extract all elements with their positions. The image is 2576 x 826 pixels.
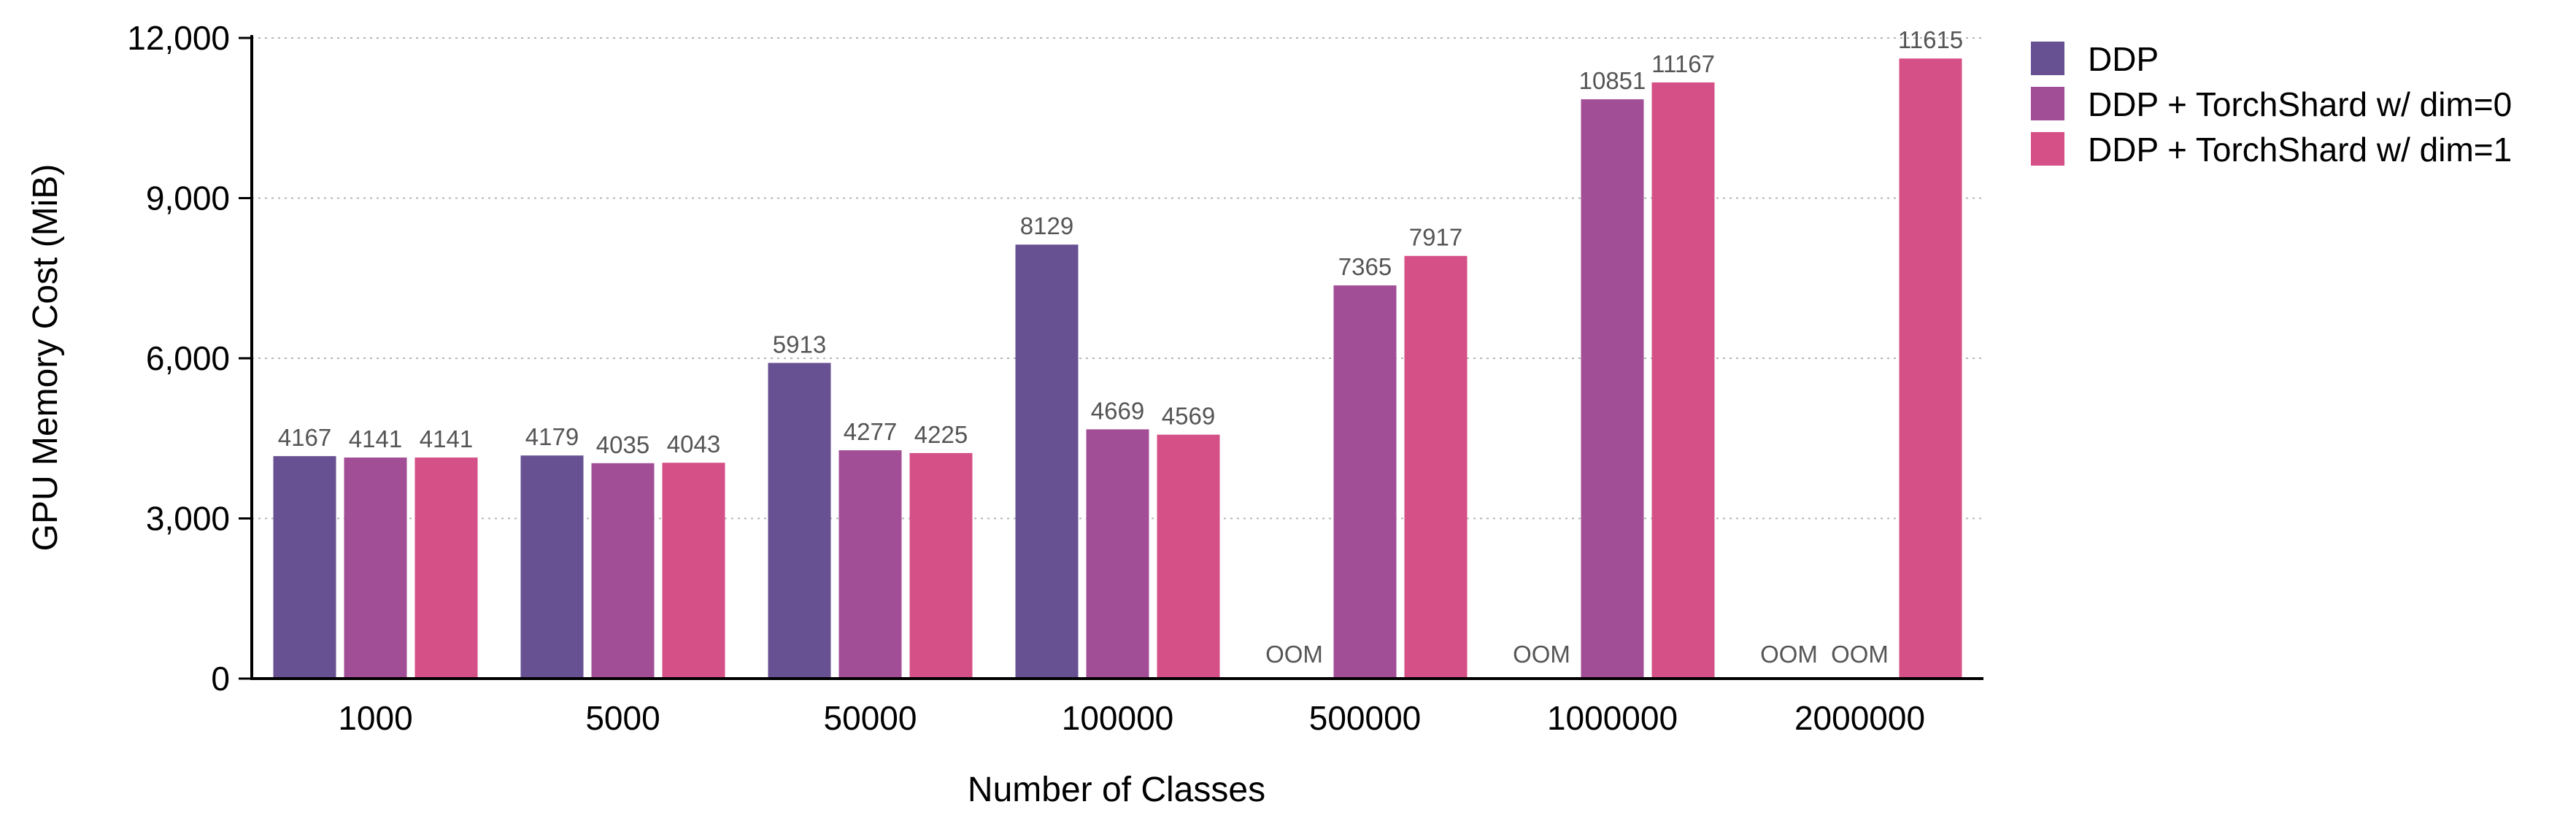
bar-value-label: 8129 bbox=[1020, 212, 1073, 239]
x-tick-label: 5000 bbox=[585, 699, 660, 737]
y-tick-label: 9,000 bbox=[146, 180, 230, 217]
y-tick-label: 0 bbox=[211, 660, 230, 698]
bar-1000-series-1 bbox=[344, 458, 407, 679]
legend-label-1: DDP + TorchShard w/ dim=0 bbox=[2088, 85, 2512, 123]
bar-value-label: 4043 bbox=[667, 431, 720, 458]
bars bbox=[273, 58, 1962, 679]
bar-100000-series-2 bbox=[1157, 434, 1220, 679]
y-tick-label: 6,000 bbox=[146, 339, 230, 377]
bar-50000-series-0 bbox=[768, 363, 831, 679]
bar-value-label: 7365 bbox=[1338, 253, 1392, 280]
y-tick-label: 3,000 bbox=[146, 500, 230, 538]
oom-label: OOM bbox=[1265, 641, 1323, 668]
bar-value-label: 4225 bbox=[914, 421, 968, 448]
y-axis-title: GPU Memory Cost (MiB) bbox=[26, 164, 65, 552]
bar-value-label: 11615 bbox=[1898, 26, 1963, 53]
x-tick-label: 100000 bbox=[1062, 699, 1174, 737]
legend-swatch-0 bbox=[2031, 42, 2064, 75]
axes: 0 3,000 6,000 9,000 12,000 1000 5000 50000 10000… bbox=[127, 19, 1983, 737]
legend-swatch-2 bbox=[2031, 132, 2064, 166]
bar-value-label: 4569 bbox=[1162, 403, 1215, 430]
bar-1000000-series-1 bbox=[1581, 99, 1644, 679]
bar-5000-series-1 bbox=[591, 463, 655, 679]
bar-2000000-series-2 bbox=[1899, 58, 1962, 679]
bar-value-label: 7917 bbox=[1409, 224, 1462, 251]
y-tick-label: 12,000 bbox=[127, 19, 230, 57]
value-labels: 4167 4141 4141 4179 4035 4043 5913 4277 4225 8129… bbox=[278, 26, 1963, 668]
bar-value-label: 4141 bbox=[420, 425, 473, 452]
bar-500000-series-2 bbox=[1404, 255, 1468, 679]
bar-value-label: 10851 bbox=[1579, 67, 1646, 94]
bar-1000-series-0 bbox=[273, 456, 336, 679]
bar-100000-series-1 bbox=[1086, 429, 1149, 679]
bar-value-label: 4669 bbox=[1091, 397, 1144, 424]
bar-1000-series-2 bbox=[414, 458, 478, 679]
legend-swatch-1 bbox=[2031, 87, 2064, 120]
x-tick-label: 2000000 bbox=[1794, 699, 1925, 737]
bar-value-label: 4167 bbox=[278, 424, 331, 451]
x-tick-label: 50000 bbox=[824, 699, 917, 737]
bar-1000000-series-2 bbox=[1651, 82, 1715, 679]
x-tick-label: 500000 bbox=[1309, 699, 1422, 737]
legend: DDP DDP + TorchShard w/ dim=0 DDP + TorchS… bbox=[2031, 40, 2512, 169]
bar-50000-series-2 bbox=[909, 452, 973, 679]
bar-value-label: 4179 bbox=[525, 423, 579, 450]
bar-value-label: 11167 bbox=[1651, 50, 1715, 77]
legend-label-0: DDP bbox=[2088, 40, 2159, 78]
bar-5000-series-0 bbox=[520, 455, 584, 679]
x-axis-title: Number of Classes bbox=[968, 771, 1265, 809]
bar-value-label: 4035 bbox=[596, 431, 649, 458]
bar-5000-series-2 bbox=[662, 463, 725, 679]
bar-50000-series-1 bbox=[838, 450, 902, 679]
bar-500000-series-1 bbox=[1333, 285, 1397, 679]
legend-label-2: DDP + TorchShard w/ dim=1 bbox=[2088, 131, 2512, 169]
bar-value-label: 4277 bbox=[844, 418, 897, 445]
bar-100000-series-0 bbox=[1015, 244, 1079, 679]
x-tick-label: 1000 bbox=[338, 699, 412, 737]
bar-value-label: 5913 bbox=[773, 331, 826, 358]
bar-value-label: 4141 bbox=[349, 425, 402, 452]
oom-label: OOM bbox=[1513, 641, 1570, 668]
x-tick-label: 1000000 bbox=[1547, 699, 1678, 737]
oom-label: OOM bbox=[1831, 641, 1889, 668]
oom-label: OOM bbox=[1760, 641, 1818, 668]
